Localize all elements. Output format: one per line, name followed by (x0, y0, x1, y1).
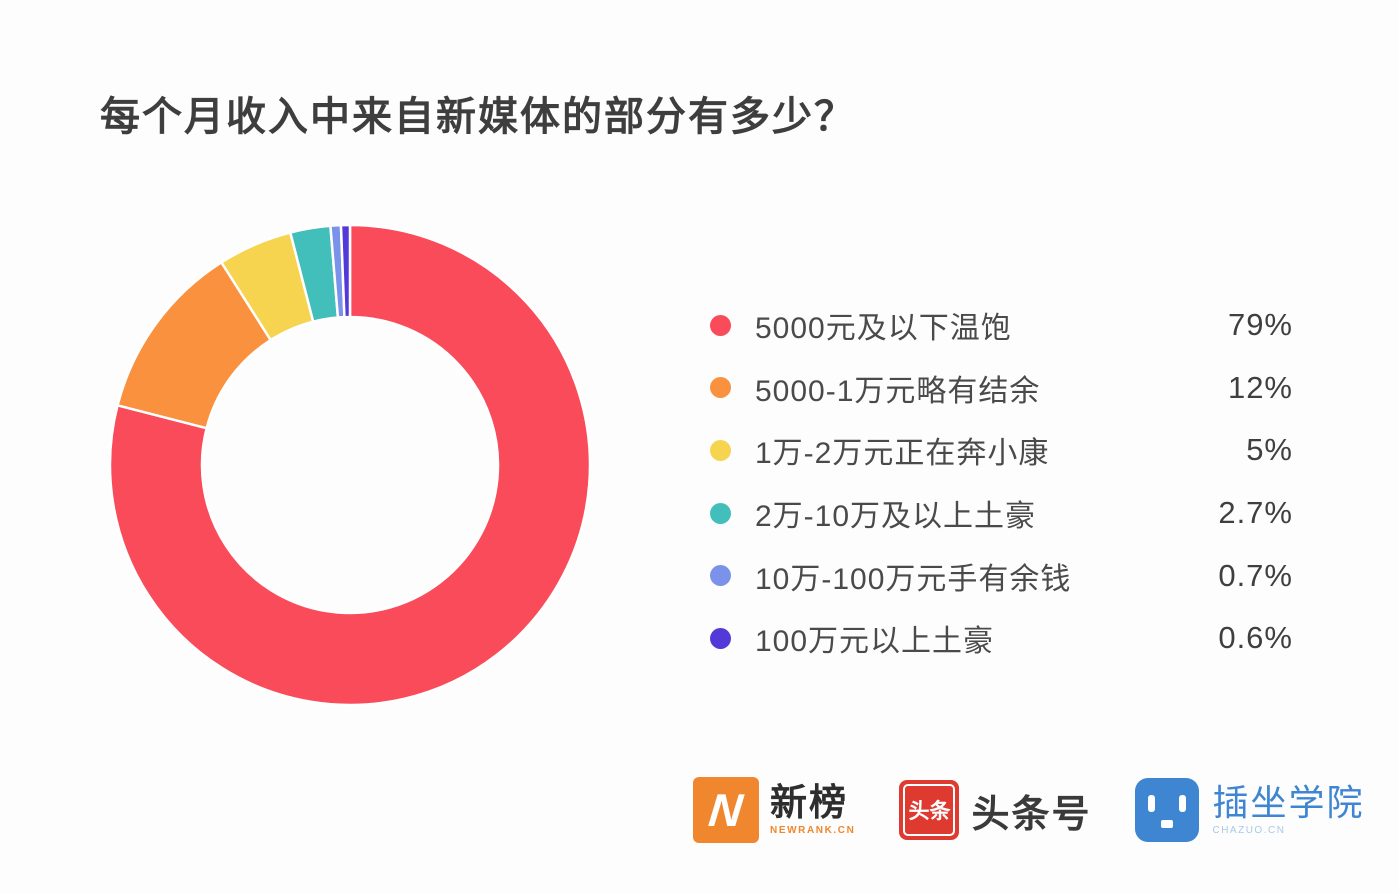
legend-dot-icon (710, 502, 731, 524)
robot-mouth (1161, 820, 1174, 828)
donut-segment-5 (339, 223, 352, 319)
legend-label: 5000-1万元略有结余 (755, 374, 1041, 408)
legend-row-1: 5000-1万元略有结余 12% (710, 357, 1293, 420)
newrank-logo-icon: N (693, 777, 759, 843)
chazuo-text-block: 插坐学院 CHAZUO.CN (1212, 784, 1364, 836)
donut-chart (108, 223, 592, 707)
legend-label: 100万元以上土豪 (755, 625, 995, 659)
robot-eye-left (1148, 795, 1156, 812)
legend-label: 5000元及以下温饱 (755, 312, 1012, 346)
legend-row-5: 100万元以上土豪 0.6% (710, 607, 1293, 670)
chart-title: 每个月收入中来自新媒体的部分有多少？ (100, 95, 856, 139)
legend-percent: 5% (1246, 432, 1293, 468)
brand-toutiao: 头条 头条号 (899, 780, 1091, 840)
toutiao-logo-inner-frame: 头条 (903, 784, 956, 836)
legend-percent: 79% (1227, 307, 1293, 343)
toutiao-name: 头条号 (971, 793, 1092, 836)
legend-row-3: 2万-10万及以上土豪 2.7% (710, 482, 1293, 545)
legend-dot-icon (710, 627, 731, 649)
donut-segment-0 (108, 223, 592, 707)
chazuo-name: 插坐学院 (1212, 782, 1365, 824)
legend-dot-icon (710, 314, 731, 336)
brand-newrank: N 新榜 NEWRANK.CN (693, 777, 855, 843)
brand-chazuo: 插坐学院 CHAZUO.CN (1135, 778, 1364, 842)
legend-label: 2万-10万及以上土豪 (755, 500, 1037, 534)
legend-percent: 0.6% (1218, 620, 1293, 656)
legend-percent: 2.7% (1218, 495, 1293, 531)
chart-legend: 5000元及以下温饱 79% 5000-1万元略有结余 12% 1万-2万元正在奔小康 5… (710, 294, 1293, 670)
robot-eye-right (1179, 795, 1187, 812)
toutiao-glyph: 头条 (908, 800, 951, 823)
legend-percent: 12% (1227, 369, 1293, 405)
newrank-domain: NEWRANK.CN (770, 825, 856, 837)
chazuo-domain: CHAZUO.CN (1212, 824, 1286, 836)
legend-dot-icon (710, 439, 731, 461)
legend-dot-icon (710, 565, 731, 587)
legend-percent: 0.7% (1218, 557, 1293, 593)
legend-row-0: 5000元及以下温饱 79% (710, 294, 1293, 357)
legend-dot-icon (710, 377, 731, 399)
brand-footer: N 新榜 NEWRANK.CN 头条 头条号 插坐学院 CHAZUO.CN (693, 774, 1364, 846)
legend-row-2: 1万-2万元正在奔小康 5% (710, 419, 1293, 482)
newrank-text-block: 新榜 NEWRANK.CN (770, 781, 856, 837)
legend-label: 1万-2万元正在奔小康 (755, 437, 1050, 471)
newrank-name: 新榜 (770, 781, 848, 823)
newrank-n-glyph: N (706, 784, 746, 836)
chazuo-robot-icon (1135, 778, 1200, 842)
toutiao-logo-icon: 头条 (899, 780, 960, 840)
legend-row-4: 10万-100万元手有余钱 0.7% (710, 544, 1293, 607)
legend-label: 10万-100万元手有余钱 (755, 562, 1072, 596)
